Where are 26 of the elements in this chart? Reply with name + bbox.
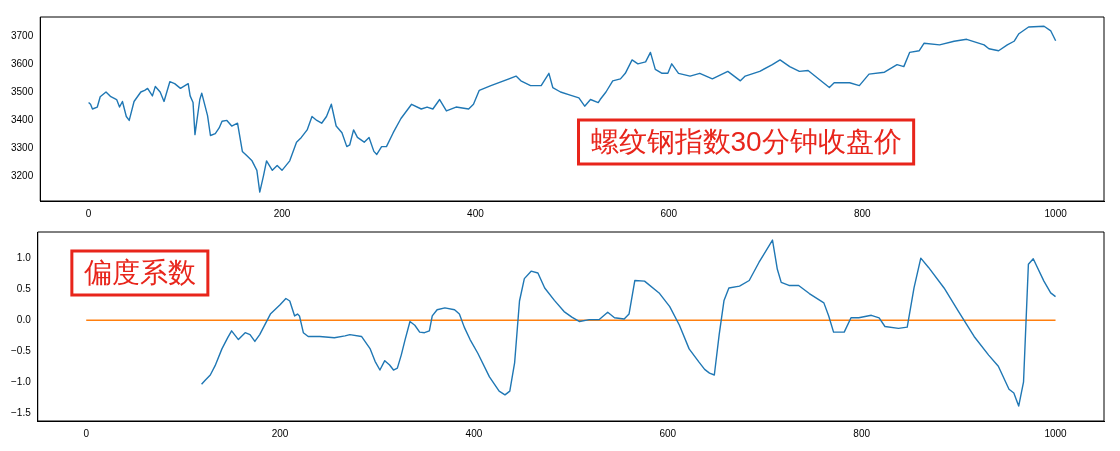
x-tick-label: 0 (83, 427, 90, 439)
y-tick-label: 0.5 (16, 282, 32, 294)
x-tick-label: 600 (660, 207, 678, 219)
annotation: 螺纹钢指数30分钟收盘价 (590, 125, 902, 157)
y-tick-label: 3600 (11, 58, 34, 70)
y-tick-label: 3400 (11, 113, 34, 125)
y-tick-label: −0.5 (10, 345, 32, 357)
x-tick-label: 200 (271, 427, 289, 439)
y-tick-label: −1.5 (10, 407, 32, 419)
x-tick-label: 400 (467, 207, 485, 219)
y-tick-label: 1.0 (16, 251, 32, 263)
x-tick-label: 600 (659, 427, 677, 439)
y-tick-label: 3500 (11, 86, 34, 98)
x-tick-label: 0 (85, 207, 92, 219)
x-tick-label: 800 (853, 427, 871, 439)
x-tick-label: 200 (273, 207, 291, 219)
x-tick-label: 800 (853, 207, 872, 219)
x-tick-label: 400 (465, 427, 483, 439)
x-tick-label: 1000 (1044, 207, 1068, 219)
y-tick-label: 3200 (11, 169, 34, 181)
x-tick-label: 1000 (1044, 427, 1068, 439)
y-tick-label: 3300 (11, 141, 34, 153)
y-tick-label: 3700 (11, 30, 34, 42)
y-tick-label: 0.0 (16, 314, 32, 326)
annotation: 偏度系数 (83, 256, 196, 288)
y-tick-label: −1.0 (10, 376, 32, 388)
